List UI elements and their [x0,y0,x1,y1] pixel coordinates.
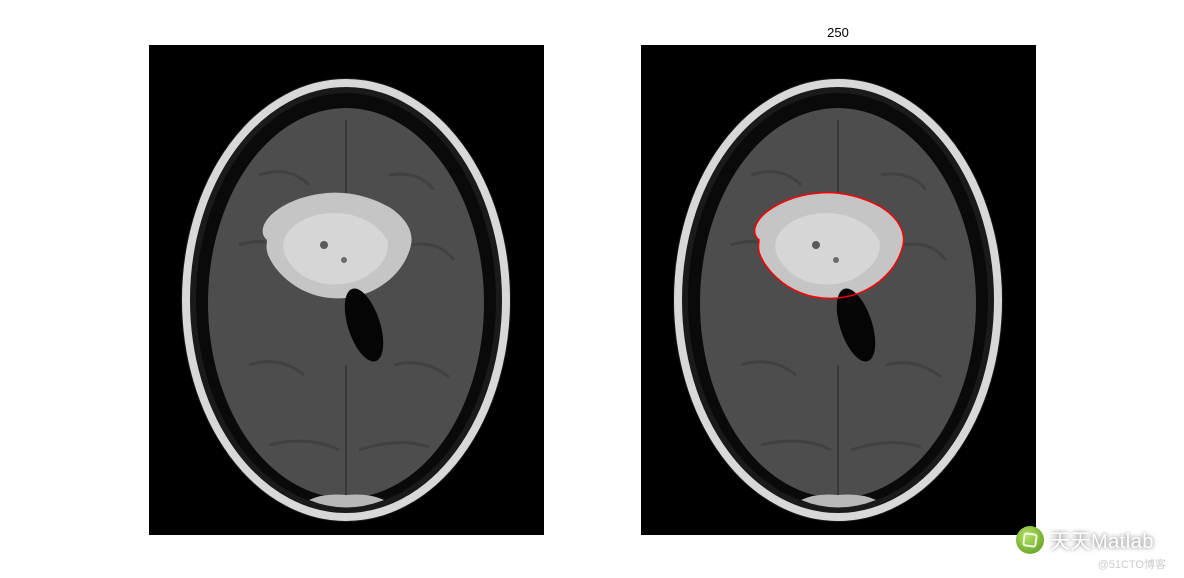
left-mri-image [149,45,544,535]
figure-container: 250 [0,0,1184,535]
brain-mri-svg-segmented [641,45,1036,535]
watermark-icon [1016,526,1044,554]
right-panel: 250 [641,25,1036,535]
right-panel-title: 250 [827,25,849,43]
left-panel [149,25,544,535]
watermark-text: 天天Matlab [1050,525,1154,554]
right-mri-image [641,45,1036,535]
brain-mri-svg [149,45,544,535]
attribution-text: @51CTO博客 [1098,556,1166,572]
watermark: 天天Matlab [1016,525,1154,554]
